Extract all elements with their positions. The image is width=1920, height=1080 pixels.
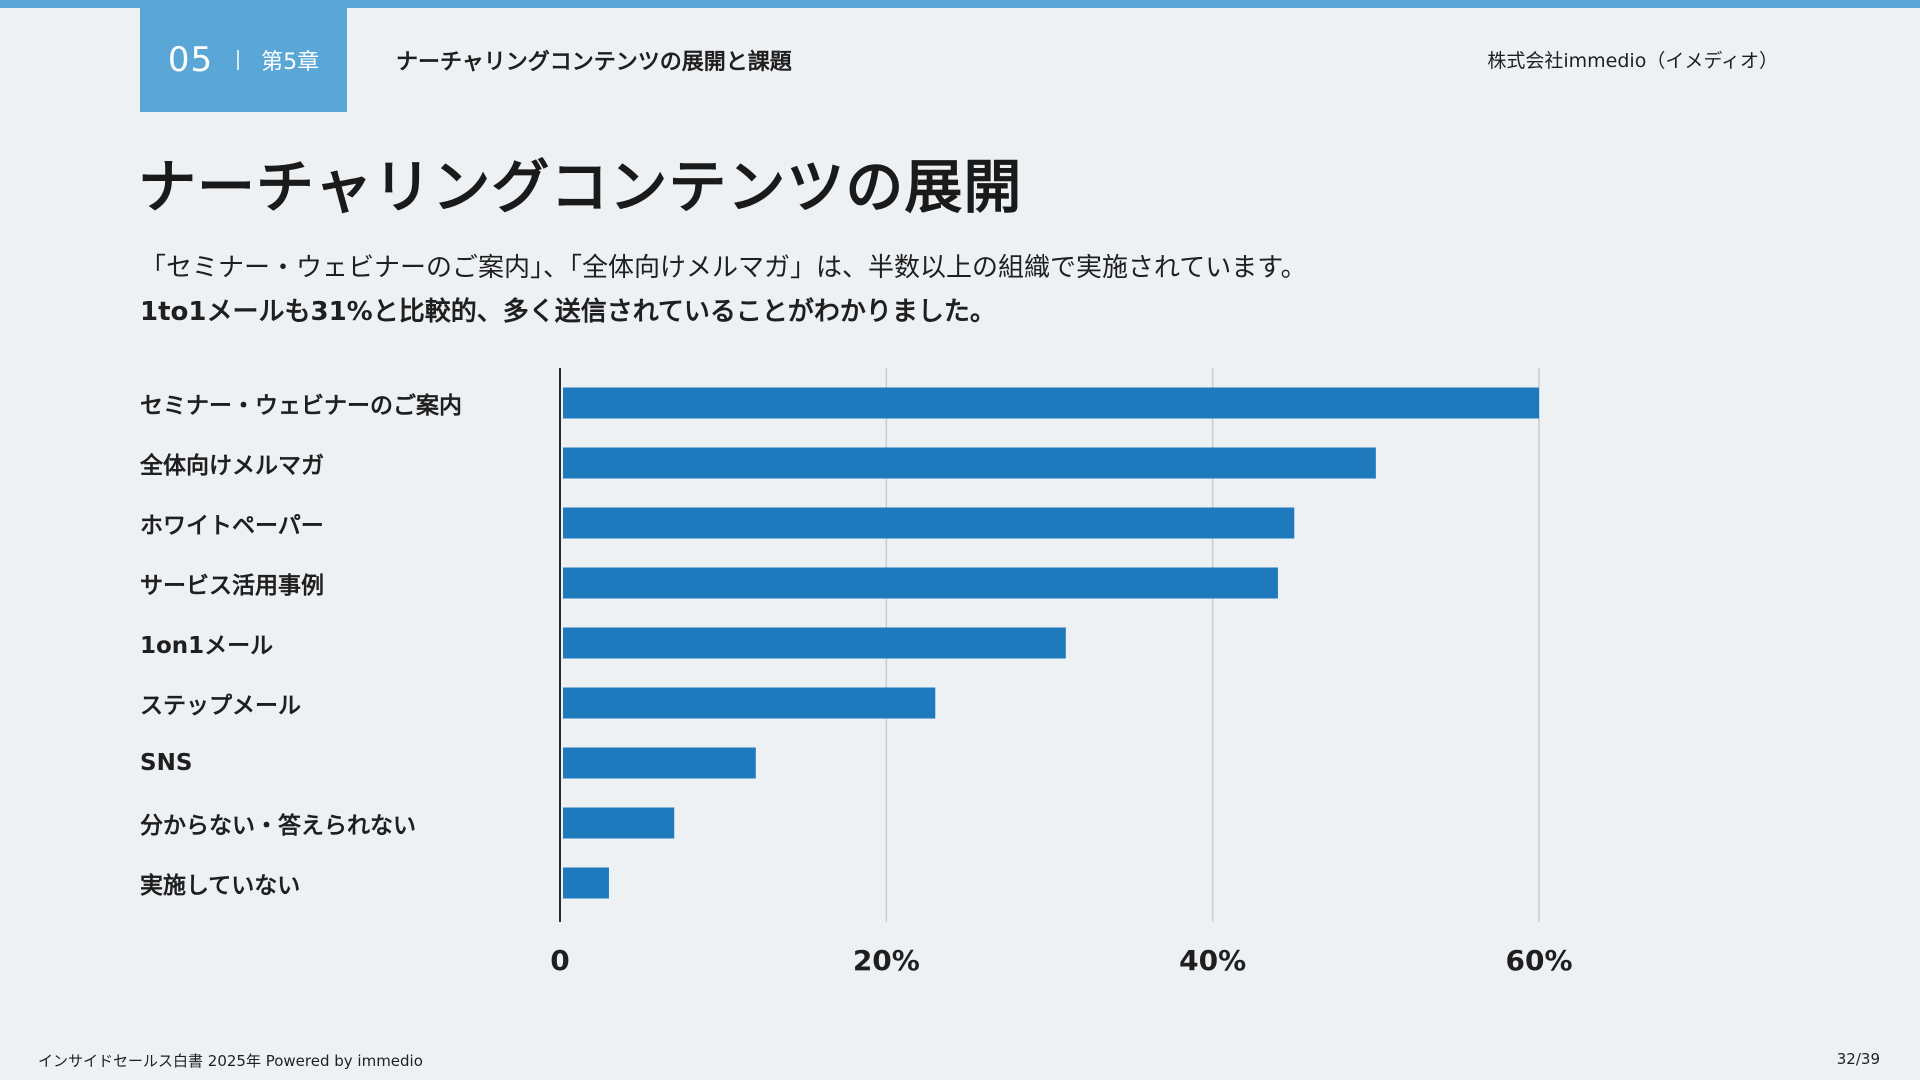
- bar: [563, 687, 936, 719]
- subtitle: 「セミナー・ウェビナーのご案内」、「全体向けメルマガ」は、半数以上の組織で実施さ…: [140, 246, 1307, 334]
- bar: [563, 507, 1295, 539]
- chapter-title: ナーチャリングコンテンツの展開と課題: [396, 50, 792, 75]
- company-name: 株式会社immedio（イメディオ）: [1487, 50, 1778, 72]
- category-label: ホワイトペーパー: [140, 513, 324, 539]
- bar: [563, 387, 1539, 419]
- category-label: 1on1メール: [140, 633, 274, 659]
- bar: [563, 807, 675, 839]
- chapter-number: 05: [167, 40, 214, 80]
- category-label: セミナー・ウェビナーのご案内: [140, 393, 462, 419]
- chapter-badge: 05 第5章: [140, 8, 347, 112]
- bar: [563, 747, 756, 779]
- category-label: サービス活用事例: [140, 573, 324, 599]
- bar: [563, 627, 1066, 659]
- x-tick-label: 40%: [1179, 944, 1246, 977]
- chapter-divider: [237, 50, 240, 70]
- subtitle-line-1: 「セミナー・ウェビナーのご案内」、「全体向けメルマガ」は、半数以上の組織で実施さ…: [140, 253, 1307, 283]
- category-label: 分からない・答えられない: [140, 813, 416, 839]
- page-title: ナーチャリングコンテンツの展開: [138, 153, 1023, 221]
- category-label: 実施していない: [140, 873, 301, 899]
- category-label: ステップメール: [140, 693, 301, 719]
- page-number: 32/39: [1836, 1050, 1880, 1068]
- subtitle-line-2: 1to1メールも31%と比較的、多く送信されていることがわかりました。: [140, 297, 996, 327]
- x-tick-label: 20%: [853, 944, 920, 977]
- top-accent-strip: [0, 0, 1920, 8]
- footer-source: インサイドセールス白書 2025年 Powered by immedio: [38, 1052, 423, 1070]
- category-label: 全体向けメルマガ: [140, 453, 324, 479]
- x-tick-label: 60%: [1505, 944, 1572, 977]
- bar: [563, 567, 1278, 599]
- bar: [563, 867, 609, 899]
- x-tick-label: 0: [550, 944, 569, 977]
- bar: [563, 447, 1376, 479]
- category-label: SNS: [140, 750, 193, 776]
- chapter-label: 第5章: [261, 50, 320, 75]
